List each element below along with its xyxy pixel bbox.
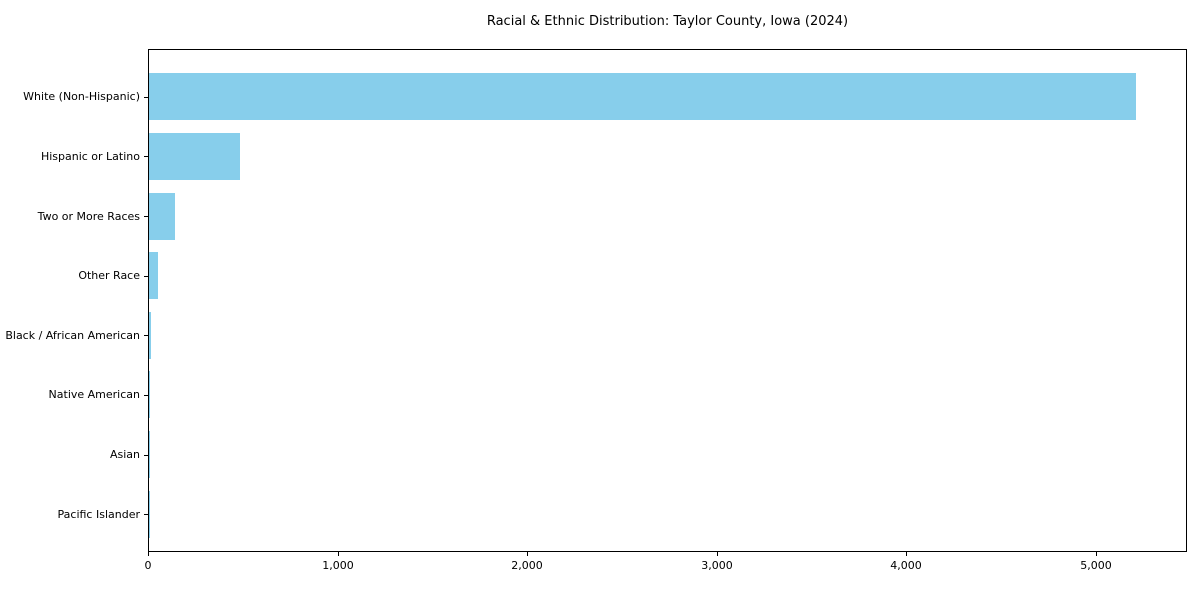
x-tick-mark <box>527 552 528 556</box>
y-tick-label: Two or More Races <box>37 210 140 223</box>
x-tick-label: 0 <box>144 559 152 572</box>
bar-other-race <box>149 252 158 300</box>
y-tick-label: White (Non-Hispanic) <box>23 90 140 103</box>
x-tick-label: 5,000 <box>1080 559 1112 572</box>
x-tick-label: 2,000 <box>511 559 543 572</box>
y-tick-label: Native American <box>48 388 140 401</box>
x-tick-mark <box>906 552 907 556</box>
bar-asian <box>149 431 150 479</box>
y-tick-mark <box>144 395 148 396</box>
y-tick-label: Hispanic or Latino <box>40 150 140 163</box>
chart-title: Racial & Ethnic Distribution: Taylor Cou… <box>486 14 849 29</box>
bar-hispanic-or-latino <box>149 132 240 180</box>
y-tick-mark <box>144 216 148 217</box>
bar-white-non-hispanic <box>149 73 1137 121</box>
y-tick-mark <box>144 156 148 157</box>
x-tick-label: 1,000 <box>322 559 354 572</box>
y-tick-mark <box>144 335 148 336</box>
y-tick-label: Other Race <box>78 269 140 282</box>
y-tick-label: Black / African American <box>5 329 140 342</box>
y-tick-mark <box>144 276 148 277</box>
x-tick-label: 3,000 <box>701 559 733 572</box>
bar-native-american <box>149 371 151 419</box>
y-tick-mark <box>144 97 148 98</box>
bar-two-or-more-races <box>149 192 175 240</box>
bar-black-african-american <box>149 311 151 359</box>
y-tick-mark <box>144 514 148 515</box>
x-tick-mark <box>148 552 149 556</box>
plot-area <box>148 49 1187 552</box>
y-tick-mark <box>144 455 148 456</box>
y-tick-label: Pacific Islander <box>57 508 140 521</box>
x-tick-mark <box>1096 552 1097 556</box>
x-tick-label: 4,000 <box>890 559 922 572</box>
x-tick-mark <box>717 552 718 556</box>
y-tick-label: Asian <box>109 448 140 461</box>
x-tick-mark <box>338 552 339 556</box>
